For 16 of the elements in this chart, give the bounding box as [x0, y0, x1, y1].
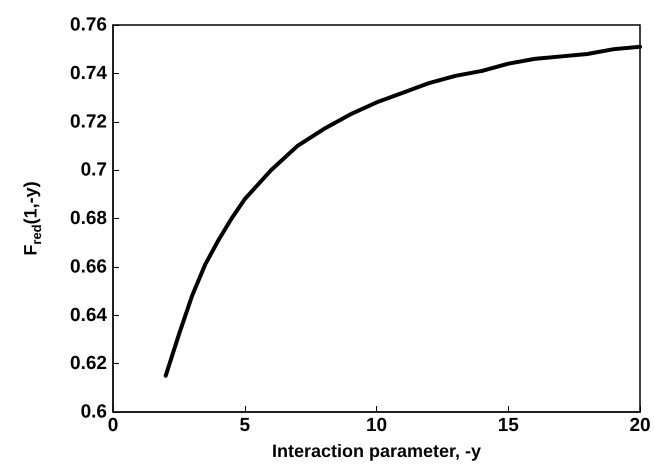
y-tick-label: 0.6 [80, 402, 107, 422]
y-tick-label: 0.64 [70, 304, 108, 326]
y-axis-title: Fred(1,-y) [20, 181, 44, 256]
y-tick-label: 0.74 [70, 62, 108, 84]
x-tick-label: 10 [366, 415, 388, 436]
x-tick-label: 15 [498, 415, 520, 436]
x-axis-title: Interaction parameter, -y [272, 441, 482, 461]
y-tick-label: 0.68 [70, 208, 107, 229]
y-tick-label: 0.7 [80, 160, 107, 181]
y-tick-label: 0.76 [70, 14, 107, 36]
x-tick-label: 20 [629, 415, 651, 436]
x-tick-label: 0 [108, 415, 118, 436]
x-tick-label: 5 [239, 415, 250, 436]
y-tick-label: 0.72 [70, 111, 107, 132]
y-tick-label: 0.66 [70, 256, 107, 278]
y-tick-label: 0.62 [70, 353, 107, 374]
